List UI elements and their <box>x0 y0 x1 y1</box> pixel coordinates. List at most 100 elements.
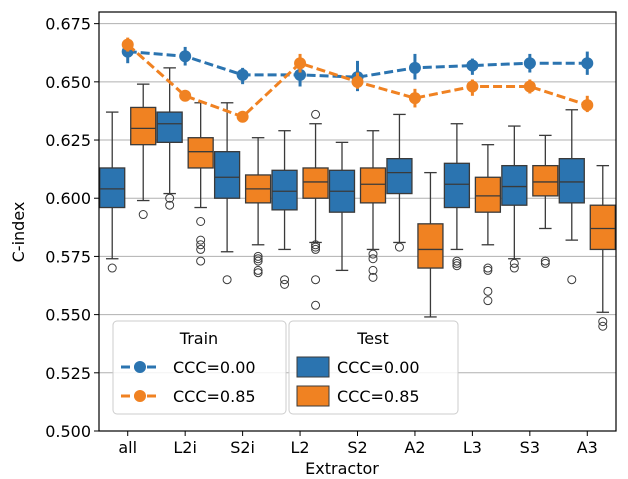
legend-test-swatch-1 <box>296 385 330 407</box>
flier-1 <box>311 240 321 250</box>
box-0-A2 <box>386 113 413 252</box>
flier-0 <box>165 193 175 203</box>
legend-train: Train CCC=0.00 CCC=0.85 <box>112 320 287 415</box>
train-point-0-1 <box>179 50 192 63</box>
box-body <box>417 223 444 269</box>
flier-2 <box>483 286 493 296</box>
legend-test: Test CCC=0.00 CCC=0.85 <box>288 320 459 415</box>
box-1-L2 <box>302 109 329 310</box>
box-body <box>386 157 413 195</box>
test-boxes <box>99 67 616 331</box>
box-body <box>302 167 329 199</box>
xtick-label-S2: S2 <box>347 438 367 457</box>
ytick-label-5: 0.625 <box>45 131 91 150</box>
xtick-label-S3: S3 <box>520 438 540 457</box>
flier-0 <box>483 263 493 273</box>
box-1-S2 <box>359 130 387 282</box>
box-0-L3 <box>443 123 471 271</box>
flier-0 <box>196 217 206 226</box>
train-point-0-3 <box>294 68 307 81</box>
legend-test-swatch-0 <box>296 356 330 378</box>
flier-1 <box>509 263 519 273</box>
box-body <box>99 167 126 209</box>
axes: 0.500 0.525 0.550 0.575 0.600 0.625 0.650 0.675… <box>45 11 617 457</box>
flier-2 <box>311 242 321 252</box>
xtick-label-L3: L3 <box>463 438 482 457</box>
flier-2 <box>368 265 378 275</box>
flier-0 <box>509 258 519 268</box>
ytick-label-0: 0.500 <box>45 422 91 441</box>
flier-4 <box>196 256 206 266</box>
legend-test-entry-1: CCC=0.85 <box>337 387 420 406</box>
ytick-label-3: 0.575 <box>45 247 91 266</box>
train-point-1-4 <box>351 75 364 88</box>
flier-2 <box>253 256 263 266</box>
y-axis-title: C-index <box>9 202 28 263</box>
box-0-A3 <box>558 109 585 285</box>
box-body <box>156 111 183 144</box>
legend-test-frame <box>288 320 459 415</box>
legend-test-title: Test <box>356 329 389 348</box>
box-body <box>359 167 387 204</box>
flier-3 <box>196 244 206 254</box>
flier-2 <box>196 240 206 250</box>
train-point-1-5 <box>408 92 421 105</box>
box-0-all <box>99 111 126 273</box>
train-lines <box>121 37 594 123</box>
train-point-0-2 <box>236 68 249 81</box>
flier-0 <box>452 256 462 266</box>
xtick-label-L2: L2 <box>291 438 310 457</box>
legend-train-title: Train <box>179 329 218 348</box>
ytick-label-4: 0.600 <box>45 189 91 208</box>
flier-3 <box>253 265 263 275</box>
box-0-S3 <box>501 125 528 273</box>
box-body <box>443 162 471 209</box>
train-point-1-6 <box>466 80 479 93</box>
flier-0 <box>598 317 608 327</box>
flier-1 <box>165 200 175 210</box>
train-point-1-2 <box>236 110 249 123</box>
flier-1 <box>452 258 462 268</box>
box-1-S3 <box>532 134 559 268</box>
flier-0 <box>222 275 232 285</box>
box-body <box>271 169 298 211</box>
ytick-label-1: 0.525 <box>45 364 91 383</box>
flier-5 <box>311 300 321 310</box>
flier-4 <box>311 275 321 285</box>
x-axis-title: Extractor <box>305 459 379 478</box>
box-0-L2 <box>271 130 298 289</box>
box-body <box>589 204 616 251</box>
train-point-1-3 <box>294 57 307 70</box>
flier-4 <box>253 268 263 278</box>
legend-train-marker-1 <box>134 390 146 402</box>
flier-0 <box>567 275 577 285</box>
box-1-L2i <box>187 102 214 266</box>
ytick-label-2: 0.550 <box>45 306 91 325</box>
flier-1 <box>483 265 493 275</box>
flier-1 <box>196 235 206 245</box>
box-1-all <box>130 83 157 220</box>
flier-0 <box>368 249 378 259</box>
box-1-A3 <box>589 164 616 331</box>
flier-0 <box>280 275 290 285</box>
xtick-label-L2i: L2i <box>173 438 197 457</box>
box-body <box>130 106 157 146</box>
ytick-label-6: 0.650 <box>45 73 91 92</box>
train-point-1-0 <box>121 38 134 51</box>
train-point-0-5 <box>408 61 421 74</box>
legend-test-entry-0: CCC=0.00 <box>337 358 420 377</box>
xtick-label-S2i: S2i <box>230 438 255 457</box>
box-body <box>187 137 214 169</box>
flier-0 <box>394 242 404 252</box>
box-body <box>474 176 502 213</box>
box-body <box>213 151 241 199</box>
flier-1 <box>540 258 550 268</box>
train-point-0-6 <box>466 59 479 72</box>
flier-3 <box>311 244 321 254</box>
flier-1 <box>253 254 263 264</box>
flier-3 <box>483 296 493 306</box>
flier-0 <box>311 109 321 119</box>
flier-0 <box>540 256 550 266</box>
flier-1 <box>368 254 378 264</box>
